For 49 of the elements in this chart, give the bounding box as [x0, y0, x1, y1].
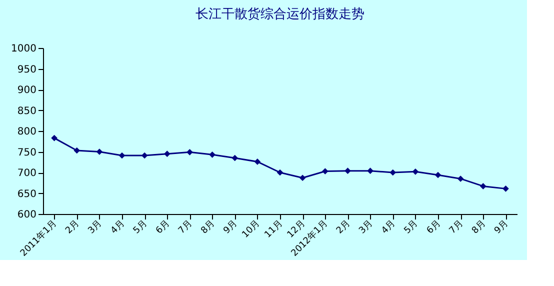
y-tick-label: 650: [17, 188, 36, 200]
y-tick-label: 900: [17, 85, 36, 96]
point: [74, 147, 80, 154]
x-tick-label: 4月: [109, 218, 127, 236]
point: [141, 152, 148, 159]
point: [276, 169, 284, 176]
x-tick-label: 8月: [470, 218, 488, 236]
point: [502, 186, 509, 192]
point: [457, 176, 464, 182]
point: [209, 151, 216, 158]
x-tick-label: 3月: [86, 218, 104, 236]
x-tick-label: 9月: [492, 218, 510, 236]
point: [412, 168, 419, 175]
x-tick-label: 3月: [358, 218, 376, 236]
y-tick-label: 600: [17, 210, 36, 220]
x-tick-label: 6月: [425, 218, 443, 236]
point: [299, 174, 306, 182]
x-tick-label: 6月: [154, 218, 172, 236]
chart-title: 长江干散货综合运价指数走势: [196, 7, 364, 22]
x-tick-label: 2月: [334, 218, 352, 236]
point: [344, 168, 351, 174]
y-tick-label: 700: [17, 168, 36, 179]
point: [254, 158, 261, 165]
point: [390, 169, 396, 176]
point: [51, 134, 58, 142]
point: [434, 172, 442, 178]
x-tick-label: 2月: [64, 218, 82, 236]
point: [164, 150, 170, 157]
y-tick-label: 1000: [11, 44, 36, 54]
point: [96, 148, 103, 155]
y-tick-label: 800: [17, 126, 36, 138]
x-tick-label: 5月: [402, 218, 420, 236]
x-tick-label: 11月: [263, 218, 285, 240]
x-tick-label: 5月: [132, 218, 150, 236]
point: [118, 152, 126, 159]
point: [480, 183, 486, 190]
point: [186, 149, 193, 156]
y-tick-label: 950: [17, 64, 36, 76]
x-tick-label: 7月: [448, 218, 466, 236]
x-tick-label: 10月: [240, 218, 262, 240]
x-tick-label: 9月: [222, 218, 240, 236]
point: [232, 154, 238, 162]
point: [322, 168, 328, 174]
x-tick-label: 7月: [176, 218, 194, 236]
point: [367, 168, 374, 174]
x-tick-label: 8月: [200, 218, 218, 236]
y-tick-label: 850: [17, 106, 36, 117]
x-tick-label: 4月: [380, 218, 398, 236]
y-tick-label: 750: [17, 147, 36, 158]
